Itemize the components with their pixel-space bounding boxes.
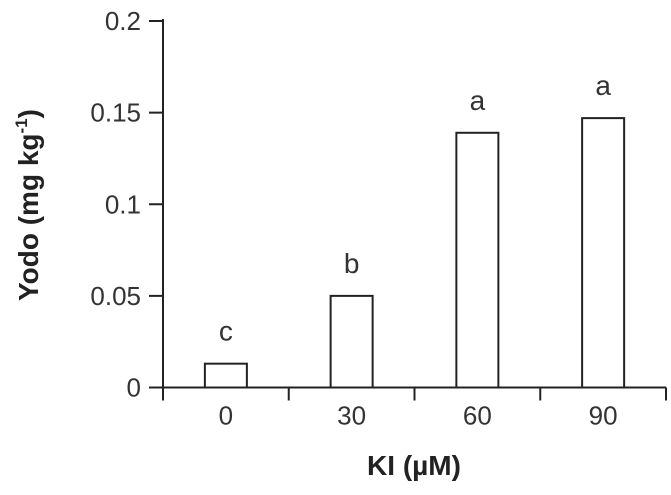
bar-90 (581, 117, 626, 389)
x-tick-label: 0 (219, 401, 233, 431)
x-tick-label: 90 (589, 401, 618, 431)
y-tick-label: 0.2 (105, 6, 141, 36)
significance-letter: c (219, 316, 233, 347)
y-tick-label: 0.05 (90, 281, 141, 311)
x-axis-label: KI (µM) (367, 450, 461, 481)
significance-letter: b (344, 248, 360, 279)
significance-letter: a (595, 70, 611, 101)
x-tick-label: 60 (463, 401, 492, 431)
y-axis-label-sup: -1 (12, 118, 31, 133)
axes: 0 0.05 0.1 0.15 0.2 0 30 60 90 (90, 6, 667, 431)
bar-60 (455, 131, 500, 389)
y-tick-label: 0 (127, 373, 141, 403)
y-axis-label-close: ) (13, 109, 44, 118)
bar-30 (329, 294, 374, 389)
significance-letter: a (470, 85, 486, 116)
y-tick-label: 0.1 (105, 189, 141, 219)
bar-0 (203, 362, 248, 389)
y-axis-label-main: Yodo (mg kg (13, 133, 44, 300)
y-axis-label: Yodo (mg kg-1) (12, 109, 44, 301)
y-tick-label: 0.15 (90, 98, 141, 128)
bars: c b a a (203, 70, 626, 389)
x-tick-label: 30 (337, 401, 366, 431)
